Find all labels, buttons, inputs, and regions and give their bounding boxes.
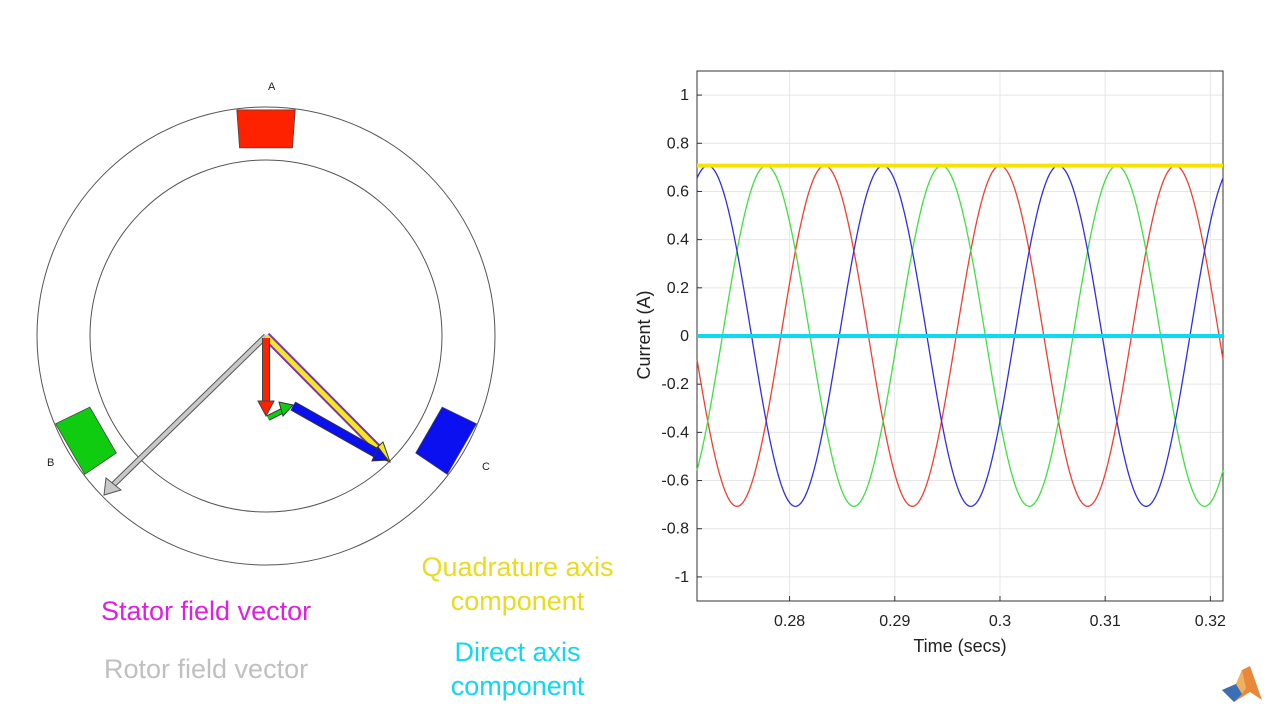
stator-field-vector [262, 332, 391, 463]
stator-outer-ring [36, 106, 496, 566]
quadrature-axis-label: Quadrature axis component [405, 550, 630, 618]
phase-b-vector [266, 401, 294, 421]
y-tick-label: 0.2 [667, 280, 689, 297]
y-tick-label: -0.2 [661, 376, 689, 393]
rotor-field-vector [103, 333, 269, 496]
rotor-field-label: Rotor field vector [104, 654, 309, 684]
axis-ticks: 1 0.8 0.6 0.4 0.2 0 -0.2 -0.4 -0.6 -0.8 -1 0.28 0.29… [661, 87, 1226, 630]
phase-a-coil [236, 109, 296, 149]
plot-axes-box [696, 70, 1224, 602]
quadrature-label-line2: component [450, 586, 585, 616]
phase-b-label: B [47, 457, 54, 469]
phase-a-vector [257, 338, 275, 418]
x-tick-label: 0.28 [774, 613, 805, 630]
x-tick-label: 0.31 [1090, 613, 1121, 630]
x-tick-label: 0.3 [989, 613, 1011, 630]
phase-a-label: A [268, 81, 276, 93]
phase-b-coil [55, 406, 117, 475]
stator-inner-ring [89, 159, 443, 513]
series-line-2 [696, 165, 1224, 507]
y-tick-label: -0.4 [661, 424, 689, 441]
y-tick-label: -0.6 [661, 473, 689, 490]
x-tick-label: 0.29 [879, 613, 910, 630]
direct-axis-label: Direct axis component [405, 635, 630, 703]
y-tick-label: -0.8 [661, 521, 689, 538]
series-line-0 [696, 164, 1224, 508]
y-tick-label: 0.6 [667, 183, 689, 200]
series-line-1 [696, 164, 1224, 508]
motor-cross-section: A B C [36, 81, 496, 566]
series-lines [696, 163, 1224, 508]
direct-label-line2: component [450, 671, 585, 701]
direct-label-line1: Direct axis [454, 637, 581, 667]
x-axis-label: Time (secs) [913, 636, 1006, 656]
quadrature-label-line1: Quadrature axis [421, 552, 614, 582]
phase-c-label: C [482, 461, 490, 473]
grid [697, 71, 1223, 601]
phase-c-vector [290, 401, 389, 462]
y-tick-label: 0.4 [667, 232, 689, 249]
y-tick-label: 1 [680, 87, 689, 104]
stator-field-label: Stator field vector [101, 596, 312, 626]
phase-c-coil [415, 406, 477, 475]
y-tick-label: -1 [675, 569, 689, 586]
matlab-logo-icon [1222, 666, 1262, 702]
y-tick-label: 0 [680, 328, 689, 345]
x-tick-label: 0.32 [1195, 613, 1226, 630]
y-tick-label: 0.8 [667, 135, 689, 152]
